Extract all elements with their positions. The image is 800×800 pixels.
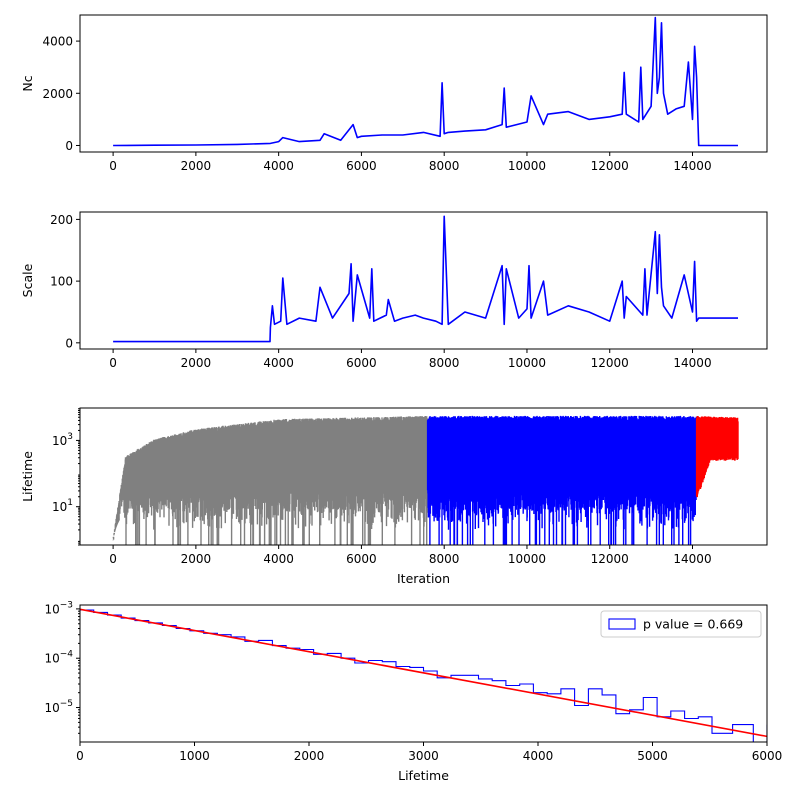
legend-swatch [608,618,636,630]
plot-area [113,215,738,343]
x-tick-label: 8000 [429,356,460,370]
trace-tail [695,416,739,498]
x-tick-label: 10000 [508,552,546,566]
x-tick-label: 4000 [263,552,294,566]
y-axis-label: Lifetime [20,451,35,502]
x-tick-label: 6000 [346,159,377,173]
x-tick-label: 3000 [408,749,439,763]
plot-area [112,415,739,545]
plot-area [80,608,767,742]
y-axis-label: Scale [20,263,35,297]
x-tick-label: 14000 [673,356,711,370]
x-tick-label: 4000 [263,159,294,173]
x-tick-label: 10000 [508,356,546,370]
x-tick-label: 12000 [591,356,629,370]
y-tick-label: 10−5 [44,699,73,715]
x-tick-label: 12000 [591,552,629,566]
x-tick-label: 0 [109,356,117,370]
panel-4: 0 1000 2000 3000 4000 5000 6000 10−5 10−4 10−3 Lif… [44,600,782,783]
x-tick-label: 2000 [181,159,212,173]
x-tick-label: 6000 [346,552,377,566]
series-line-1 [113,215,738,343]
legend: p value = 0.669 [600,610,762,638]
trace-sampling [426,415,698,545]
x-tick-label: 8000 [429,552,460,566]
x-tick-label: 6000 [346,356,377,370]
x-axis-label: Iteration [397,571,450,586]
panel-3: 0 2000 4000 6000 8000 10000 12000 14000 101 103 Li… [20,407,768,586]
y-tick-label: 103 [52,432,73,448]
x-tick-label: 0 [76,749,84,763]
x-tick-label: 2000 [181,356,212,370]
panel-2: 0 2000 4000 6000 8000 10000 12000 14000 0 100 200 S… [20,211,768,370]
x-axis-label: Lifetime [398,768,449,783]
axes-frame [79,211,768,350]
y-tick-label: 0 [65,336,73,350]
x-tick-label: 1000 [179,749,210,763]
x-tick-label: 10000 [508,159,546,173]
x-tick-label: 0 [109,159,117,173]
y-tick-label: 100 [50,275,73,289]
trace-burn-in [112,416,429,545]
series-line-1 [113,16,738,147]
axes-frame [79,14,768,153]
x-tick-label: 4000 [263,356,294,370]
fit-line [80,608,767,738]
x-tick-label: 0 [109,552,117,566]
y-tick-label: 4000 [42,35,73,49]
x-tick-label: 4000 [523,749,554,763]
y-axis-label: Nc [20,75,35,91]
y-tick-label: 10−4 [44,650,73,666]
y-tick-label: 10−3 [44,600,73,616]
plot-area [113,16,738,147]
x-tick-label: 6000 [752,749,783,763]
y-tick-label: 101 [52,498,73,514]
y-tick-label: 2000 [42,87,73,101]
x-tick-label: 5000 [637,749,668,763]
x-tick-label: 8000 [429,159,460,173]
x-tick-label: 2000 [294,749,325,763]
panel-1: 0 2000 4000 6000 8000 10000 12000 14000 0 2000 400… [20,14,768,173]
y-tick-label: 0 [65,139,73,153]
x-tick-label: 14000 [673,552,711,566]
legend-label: p value = 0.669 [643,617,743,632]
panels: 0 2000 4000 6000 8000 10000 12000 1400002000400… [20,14,782,783]
x-tick-label: 14000 [673,159,711,173]
x-tick-label: 2000 [181,552,212,566]
x-tick-label: 12000 [591,159,629,173]
y-tick-label: 200 [50,213,73,227]
legend-box [600,610,762,638]
